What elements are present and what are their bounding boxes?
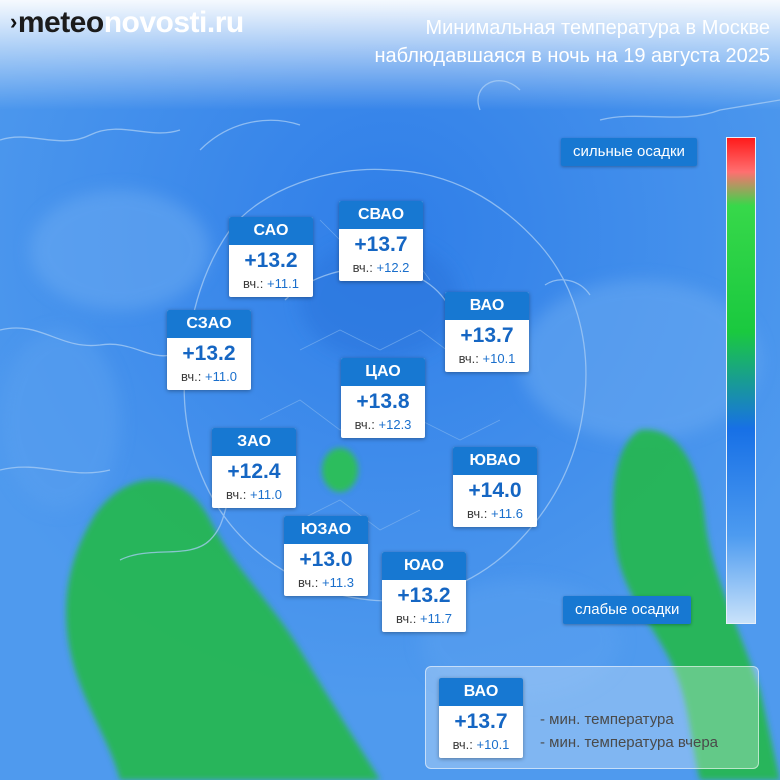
legend-sample-yesterday-temp: +10.1 <box>476 737 510 752</box>
yesterday-prefix: вч.: <box>352 260 373 275</box>
logo-text-part1: meteo <box>17 6 104 39</box>
precipitation-scale-bar <box>726 137 756 624</box>
site-logo[interactable]: ›meteonovosti.ru <box>10 6 244 40</box>
logo-chevron-icon: › <box>10 9 17 34</box>
district-yesterday: вч.: +11.3 <box>284 575 368 591</box>
district-yesterday-temp: +11.0 <box>205 369 237 384</box>
district-yesterday-temp: +12.2 <box>376 260 410 275</box>
district-yesterday: вч.: +12.2 <box>339 260 423 276</box>
district-min-temp: +13.7 <box>460 324 514 347</box>
district-min-temp: +13.7 <box>354 233 408 256</box>
district-yesterday-temp: +10.1 <box>482 351 516 366</box>
district-card-yuvao[interactable]: ЮВАО +14.0 вч.: +11.6 <box>453 447 537 527</box>
district-yesterday-temp: +11.6 <box>491 506 523 521</box>
district-name: ЮАО <box>382 552 466 580</box>
district-min-temp: +13.2 <box>397 584 451 607</box>
district-name: ЮЗАО <box>284 516 368 544</box>
legend-min-temp-yesterday-text: - мин. температура вчера <box>540 734 719 751</box>
district-name: СЗАО <box>167 310 251 338</box>
district-yesterday-temp: +11.0 <box>250 487 282 502</box>
district-yesterday: вч.: +11.7 <box>382 611 466 627</box>
district-yesterday: вч.: +11.1 <box>229 276 313 292</box>
map-title-line1: Минимальная температура в Москве <box>425 17 770 39</box>
district-name: ЮВАО <box>453 447 537 475</box>
legend-sample-yesterday: вч.: +10.1 <box>439 737 523 753</box>
district-min-temp: +13.2 <box>244 249 298 272</box>
district-min-temp: +14.0 <box>468 479 522 502</box>
yesterday-prefix: вч.: <box>467 506 488 521</box>
district-card-cao[interactable]: ЦАО +13.8 вч.: +12.3 <box>341 358 425 438</box>
district-yesterday: вч.: +11.0 <box>212 487 296 503</box>
district-yesterday: вч.: +12.3 <box>341 417 425 433</box>
district-yesterday-temp: +12.3 <box>378 417 412 432</box>
district-card-svao[interactable]: СВАО +13.7 вч.: +12.2 <box>339 201 423 281</box>
district-yesterday: вч.: +11.0 <box>167 369 251 385</box>
district-card-yuao[interactable]: ЮАО +13.2 вч.: +11.7 <box>382 552 466 632</box>
logo-text-part2: novosti.ru <box>103 6 245 39</box>
district-name: ЗАО <box>212 428 296 456</box>
district-yesterday-temp: +11.3 <box>322 575 354 590</box>
yesterday-prefix: вч.: <box>354 417 375 432</box>
legend-min-temp-text: - мин. температура <box>540 711 674 728</box>
yesterday-prefix: вч.: <box>243 276 264 291</box>
district-card-yuzao[interactable]: ЮЗАО +13.0 вч.: +11.3 <box>284 516 368 596</box>
district-yesterday: вч.: +11.6 <box>453 506 537 522</box>
legend-sample-name: ВАО <box>439 678 523 706</box>
yesterday-prefix: вч.: <box>458 351 479 366</box>
district-yesterday: вч.: +10.1 <box>445 351 529 367</box>
district-name: ЦАО <box>341 358 425 386</box>
scale-label-heavy: сильные осадки <box>561 138 697 166</box>
district-min-temp: +13.8 <box>356 390 410 413</box>
district-yesterday-temp: +11.1 <box>267 276 299 291</box>
district-name: САО <box>229 217 313 245</box>
yesterday-prefix: вч.: <box>396 611 417 626</box>
district-card-sao[interactable]: САО +13.2 вч.: +11.1 <box>229 217 313 297</box>
map-title: Минимальная температура в Москве наблюда… <box>374 14 770 70</box>
district-card-szao[interactable]: СЗАО +13.2 вч.: +11.0 <box>167 310 251 390</box>
district-min-temp: +13.2 <box>182 342 236 365</box>
district-card-zao[interactable]: ЗАО +12.4 вч.: +11.0 <box>212 428 296 508</box>
district-min-temp: +13.0 <box>299 548 353 571</box>
yesterday-prefix: вч.: <box>181 369 202 384</box>
district-yesterday-temp: +11.7 <box>420 611 452 626</box>
district-name: ВАО <box>445 292 529 320</box>
district-card-vao[interactable]: ВАО +13.7 вч.: +10.1 <box>445 292 529 372</box>
district-name: СВАО <box>339 201 423 229</box>
legend-sample-card: ВАО +13.7 вч.: +10.1 <box>439 678 523 758</box>
yesterday-prefix: вч.: <box>298 575 319 590</box>
yesterday-prefix: вч.: <box>452 737 473 752</box>
yesterday-prefix: вч.: <box>226 487 247 502</box>
district-min-temp: +12.4 <box>227 460 281 483</box>
map-title-line2: наблюдавшаяся в ночь на 19 августа 2025 <box>374 45 770 67</box>
scale-label-light: слабые осадки <box>563 596 692 624</box>
legend-sample-temp: +13.7 <box>454 710 508 733</box>
